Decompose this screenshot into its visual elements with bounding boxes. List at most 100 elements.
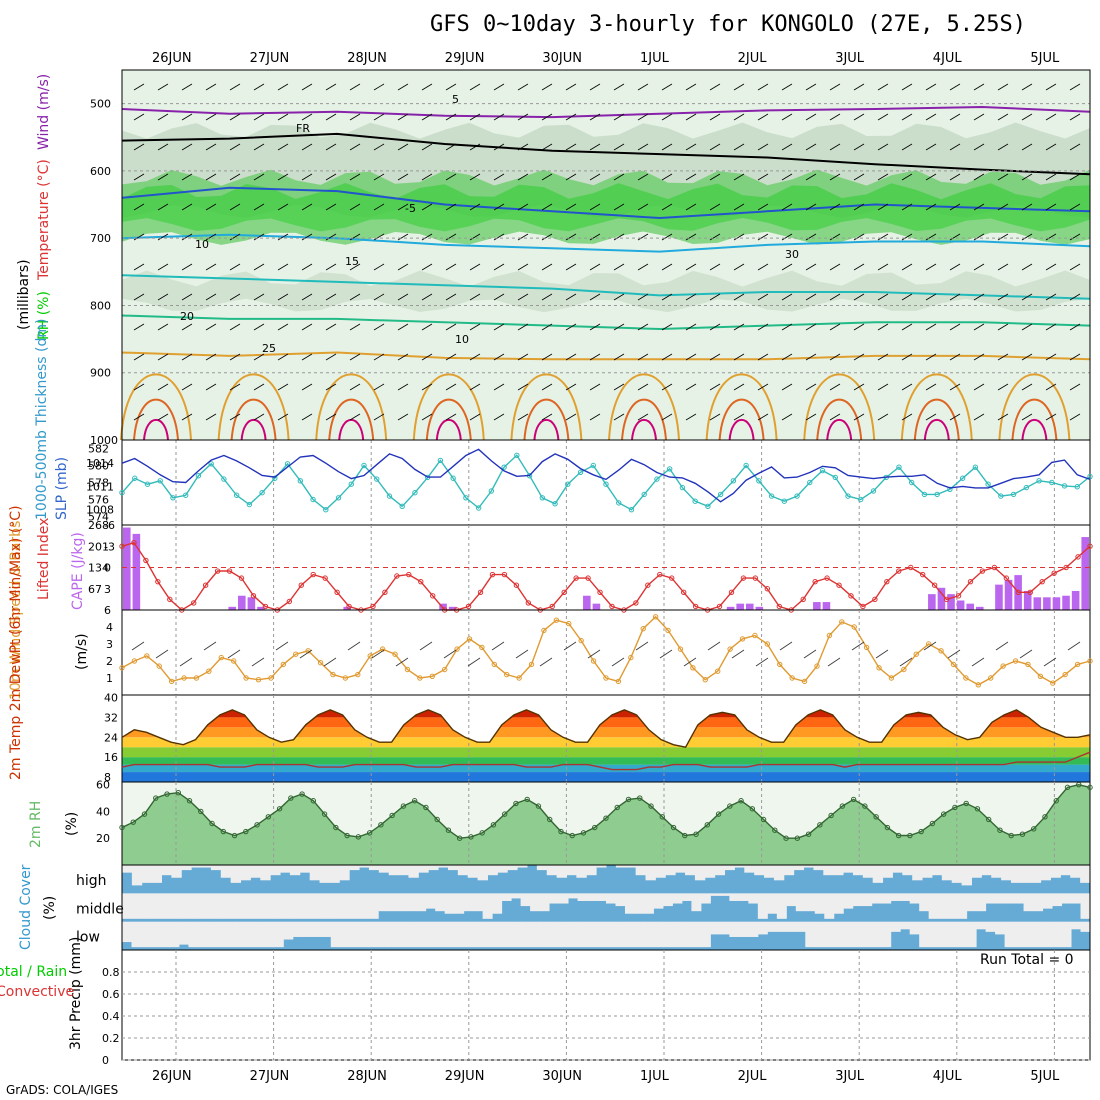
- wind-speed-point: [355, 671, 361, 678]
- wind-barb: [901, 383, 913, 391]
- wind-speed-point: [1062, 671, 1068, 678]
- wind-speed-point: [975, 682, 982, 688]
- cloud-clear-cell: [210, 865, 222, 871]
- wind-barb: [877, 263, 889, 271]
- cloud-clear-cell: [418, 865, 429, 873]
- wind-barb: [493, 83, 505, 91]
- surface-wind-barb: [1067, 641, 1081, 651]
- wind-barb: [829, 263, 841, 271]
- thickness-point: [374, 476, 380, 482]
- cloud-clear-cell: [201, 865, 212, 868]
- cloud-clear-cell: [549, 893, 560, 904]
- cloud-clear-cell: [1042, 921, 1053, 948]
- wind-barb: [805, 353, 817, 361]
- rh-point: [1076, 781, 1082, 788]
- wind-speed-point: [280, 661, 287, 668]
- wind-barb: [517, 173, 529, 181]
- cloud-clear-cell: [425, 921, 436, 948]
- cloud-clear-cell: [388, 865, 400, 876]
- wind-barb: [661, 233, 673, 241]
- isotherm-loop: [718, 398, 765, 441]
- rh-point: [580, 830, 587, 836]
- surface-wind-barb: [923, 641, 937, 651]
- slp-tick-label: 1008: [86, 504, 114, 517]
- cloud-clear-cell: [568, 921, 579, 948]
- wind-barb: [157, 83, 169, 91]
- cloud-clear-cell: [321, 921, 332, 937]
- rh-point: [625, 796, 632, 803]
- cloud-clear-cell: [691, 921, 702, 948]
- contour-label: -5: [405, 202, 416, 215]
- wind-barb: [997, 263, 1009, 271]
- rh-point: [794, 835, 801, 841]
- cape-bar: [583, 595, 591, 610]
- cloud-clear-cell: [289, 865, 301, 876]
- thickness-point: [246, 501, 253, 508]
- cloud-clear-cell: [319, 865, 330, 883]
- lifted-index-point: [836, 582, 842, 588]
- lifted-index-point: [561, 589, 567, 595]
- cloud-clear-cell: [691, 893, 702, 912]
- surface-wind-barb: [683, 657, 697, 667]
- cloud-clear-cell: [786, 893, 797, 907]
- rh-point: [985, 816, 992, 823]
- lifted-index-point: [609, 603, 615, 610]
- lifted-index-point: [513, 582, 520, 588]
- cloud-clear-cell: [226, 921, 237, 948]
- wind-barb: [877, 113, 889, 121]
- bottom-date-label: 3JUL: [835, 1069, 865, 1084]
- cloud-clear-cell: [813, 865, 824, 871]
- wind-barb: [757, 113, 769, 121]
- thickness-point: [577, 469, 584, 475]
- cloud-clear-cell: [862, 921, 873, 948]
- cloud-clear-cell: [283, 921, 294, 940]
- cloud-clear-cell: [207, 921, 218, 948]
- wind-barb: [157, 413, 169, 421]
- rh-point: [411, 798, 418, 804]
- lifted-index-point: [764, 586, 771, 592]
- wind-barb: [349, 323, 361, 331]
- thickness-point: [654, 476, 660, 482]
- rh-point: [952, 804, 958, 811]
- wind-barb: [661, 83, 673, 91]
- cloud-axis-units: (%): [42, 896, 58, 920]
- cloud-clear-cell: [292, 921, 303, 937]
- thickness-point: [896, 464, 902, 470]
- wind-barb: [541, 203, 553, 211]
- cloud-clear-cell: [655, 865, 666, 878]
- cloud-clear-cell: [457, 865, 469, 876]
- isotherm-loop: [412, 373, 485, 441]
- cloud-clear-cell: [140, 921, 151, 948]
- cloud-clear-cell: [606, 921, 616, 948]
- cloud-clear-cell: [299, 865, 311, 873]
- lifted-index-point: [884, 578, 890, 585]
- rh-point: [333, 824, 339, 831]
- cloud-clear-cell: [254, 893, 265, 919]
- cloud-clear-cell: [302, 921, 313, 937]
- wind-barb: [181, 323, 193, 331]
- isotherm-line: [121, 274, 1091, 300]
- wind-barb: [589, 293, 601, 301]
- rh-point: [344, 832, 350, 839]
- wind-barb: [253, 173, 265, 181]
- cloud-clear-cell: [1020, 865, 1032, 883]
- cloud-clear-cell: [454, 893, 465, 914]
- wind-barb: [877, 143, 889, 151]
- wind-barb: [1021, 143, 1033, 151]
- rh-point: [997, 827, 1003, 833]
- thickness-point: [1023, 484, 1030, 491]
- wind-speed-point: [466, 636, 473, 642]
- wind-barb: [973, 83, 985, 91]
- wind-barb: [349, 383, 361, 391]
- wind-barb: [877, 293, 889, 301]
- wind-speed-point: [851, 624, 857, 630]
- wind-barb: [349, 413, 361, 421]
- wind-barb: [205, 353, 217, 361]
- surface-wind-barb: [155, 649, 169, 659]
- rh-point: [929, 820, 936, 827]
- wind-barb: [493, 203, 505, 211]
- wind-barb: [229, 143, 241, 151]
- contour-label: 20: [180, 310, 194, 323]
- wind-tick-label: 4: [106, 621, 113, 634]
- wind-barb: [733, 143, 745, 151]
